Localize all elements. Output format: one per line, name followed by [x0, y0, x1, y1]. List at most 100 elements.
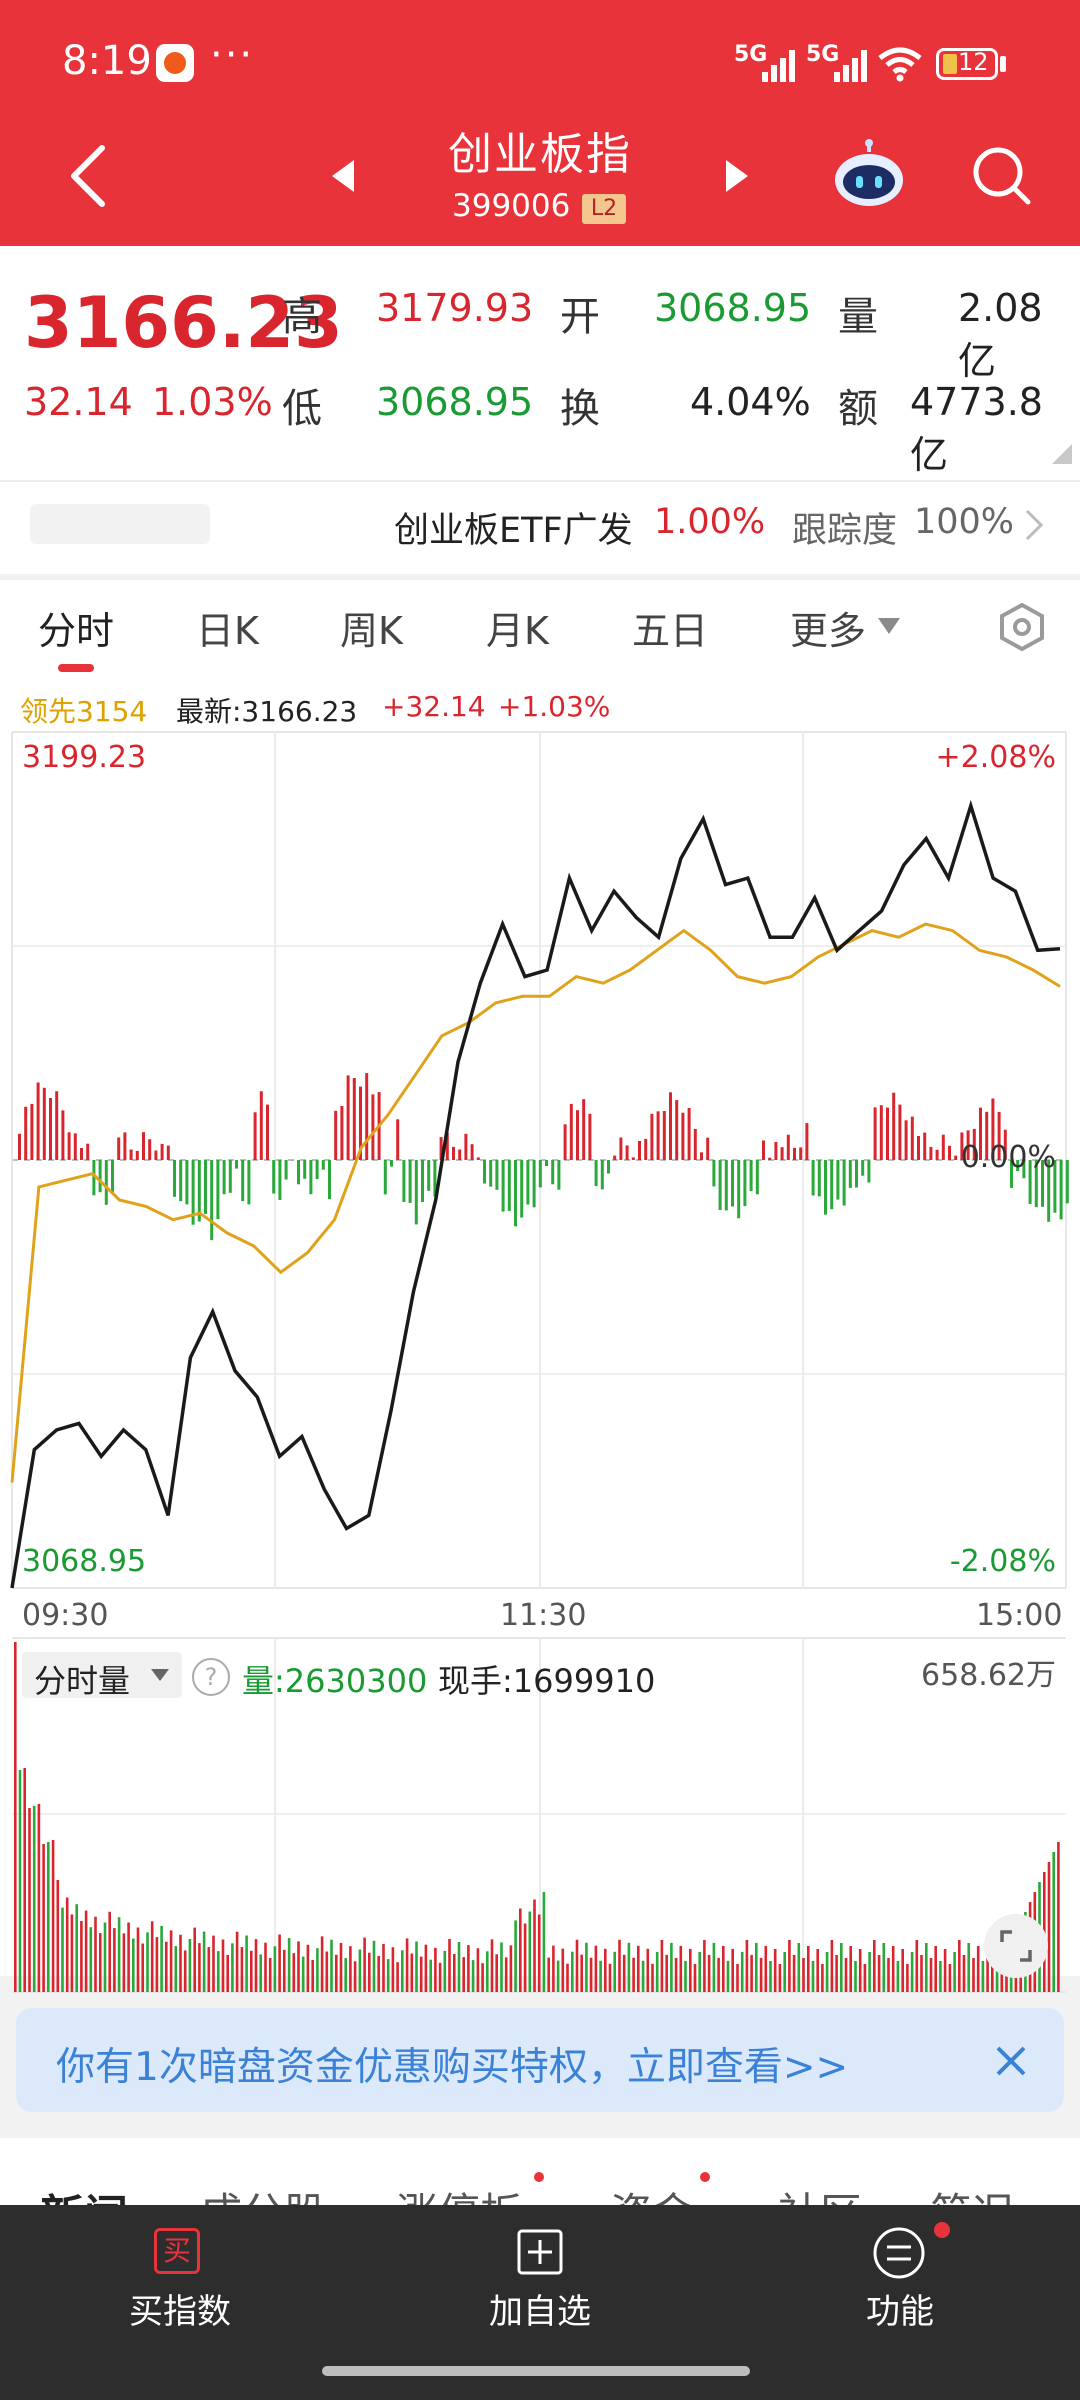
back-arrow-icon[interactable]: [66, 144, 110, 208]
tab-more[interactable]: 更多: [790, 609, 867, 653]
sell-bar: [1034, 1160, 1038, 1208]
volume-bar: [788, 1940, 791, 1992]
tab-five-day[interactable]: 五日: [632, 609, 709, 653]
news-tab-funds[interactable]: 资金: [610, 2180, 694, 2208]
quote-panel: [0, 246, 1080, 480]
y-top-pct: +2.08%: [935, 740, 1056, 775]
intraday-chart[interactable]: [0, 676, 1080, 1996]
news-tab-news[interactable]: 新闻: [40, 2180, 128, 2208]
close-icon[interactable]: [994, 2044, 1028, 2078]
buy-bar: [148, 1139, 152, 1160]
volume-bar: [722, 1945, 725, 1992]
battery-level: [943, 54, 957, 74]
tab-daily-k[interactable]: 日K: [196, 609, 259, 653]
volume-bar: [94, 1916, 97, 1992]
volume-bar: [627, 1942, 631, 1992]
volume-bar: [665, 1954, 668, 1992]
volume-bar: [537, 1914, 541, 1992]
signal-icon-1: [762, 48, 802, 82]
volume-bar: [906, 1964, 909, 1992]
sell-bar: [1010, 1160, 1013, 1188]
news-tab-limit-up[interactable]: 涨停板: [396, 2180, 522, 2208]
volume-dropdown-icon: [151, 1669, 169, 1681]
sell-bar: [749, 1160, 753, 1192]
volume-bar: [556, 1960, 560, 1992]
buy-bar: [786, 1134, 790, 1160]
sell-bar: [501, 1160, 505, 1212]
volume-selector[interactable]: [22, 1652, 182, 1698]
news-tab-community[interactable]: 社区: [778, 2180, 862, 2208]
sell-bar: [848, 1160, 852, 1188]
stock-code: 399006: [452, 188, 571, 224]
buy-bar: [439, 1137, 443, 1160]
volume-bar: [825, 1952, 829, 1992]
sell-bar: [811, 1160, 815, 1196]
volume-bar: [339, 1943, 343, 1992]
x-label-noon: 11:30: [500, 1598, 587, 1633]
promo-text[interactable]: 你有1次暗盘资金优惠购买特权，立即查看>>: [56, 2045, 849, 2090]
volume-bar: [552, 1945, 555, 1992]
news-tab-dot-1: [534, 2172, 544, 2182]
home-indicator: [322, 2366, 750, 2376]
buy-bar: [142, 1132, 145, 1160]
add-watchlist-button[interactable]: 加自选: [489, 2292, 591, 2332]
volume-bar: [141, 1943, 144, 1992]
average-price-line: [10, 922, 1061, 1483]
tab-monthly-k[interactable]: 月K: [486, 609, 549, 653]
volume-bar: [235, 1931, 239, 1992]
volume-bar: [65, 1897, 69, 1992]
volume-bar: [273, 1946, 277, 1992]
tab-weekly-k[interactable]: 周K: [340, 609, 403, 653]
volume-bar: [887, 1958, 890, 1992]
buy-bar: [948, 1145, 951, 1160]
buy-bar: [669, 1092, 672, 1160]
volume-bar: [183, 1950, 187, 1992]
buy-bar: [576, 1110, 579, 1160]
buy-bar: [470, 1144, 474, 1160]
volume-bar: [103, 1922, 107, 1992]
signal-icon-2: [834, 48, 874, 82]
buy-index-button[interactable]: 买指数: [129, 2292, 231, 2332]
news-tab-components[interactable]: 成分股: [200, 2180, 326, 2208]
volume-bar: [301, 1956, 305, 1992]
robot-assistant-icon[interactable]: [832, 138, 906, 212]
volume-bar: [155, 1937, 159, 1992]
buy-bar: [768, 1157, 772, 1160]
volume-bar: [368, 1952, 371, 1992]
buy-bar: [662, 1111, 666, 1160]
buy-bar: [960, 1132, 964, 1160]
settings-hexagon-icon[interactable]: [998, 602, 1046, 652]
volume-bar: [717, 1957, 720, 1992]
buy-bar: [644, 1138, 648, 1160]
next-stock-icon[interactable]: [722, 158, 752, 194]
sell-bar: [92, 1160, 96, 1196]
volume-bar: [122, 1933, 126, 1992]
tab-intraday[interactable]: 分时: [38, 609, 115, 653]
volume-bar: [438, 1962, 442, 1992]
prev-stock-icon[interactable]: [328, 158, 358, 194]
functions-button[interactable]: 功能: [866, 2292, 934, 2332]
buy-bar: [476, 1157, 480, 1160]
search-icon[interactable]: [970, 144, 1034, 208]
high-value: 3179.93: [376, 286, 534, 330]
volume-bar: [486, 1951, 489, 1992]
volume-bar: [604, 1948, 607, 1992]
fullscreen-button[interactable]: [984, 1914, 1048, 1978]
buy-bar: [954, 1155, 958, 1160]
volume-bar: [873, 1940, 876, 1992]
volume-bar: [783, 1952, 786, 1992]
sell-bar: [421, 1160, 424, 1202]
buy-bar: [762, 1140, 765, 1160]
help-icon[interactable]: ?: [192, 1658, 230, 1696]
latest-price: 最新:3166.23: [176, 695, 358, 728]
y-top-label: 3199.23: [22, 740, 147, 775]
buy-bar: [266, 1104, 269, 1160]
expand-corner-icon[interactable]: [1052, 444, 1072, 464]
buy-bar: [569, 1103, 573, 1160]
news-tab-profile[interactable]: 简况: [930, 2180, 1014, 2208]
open-label: 开: [560, 294, 600, 340]
active-tab-indicator: [58, 664, 94, 672]
volume-bar: [292, 1953, 296, 1992]
promo-banner[interactable]: [16, 2008, 1064, 2112]
turnover-label: 换: [560, 386, 600, 432]
